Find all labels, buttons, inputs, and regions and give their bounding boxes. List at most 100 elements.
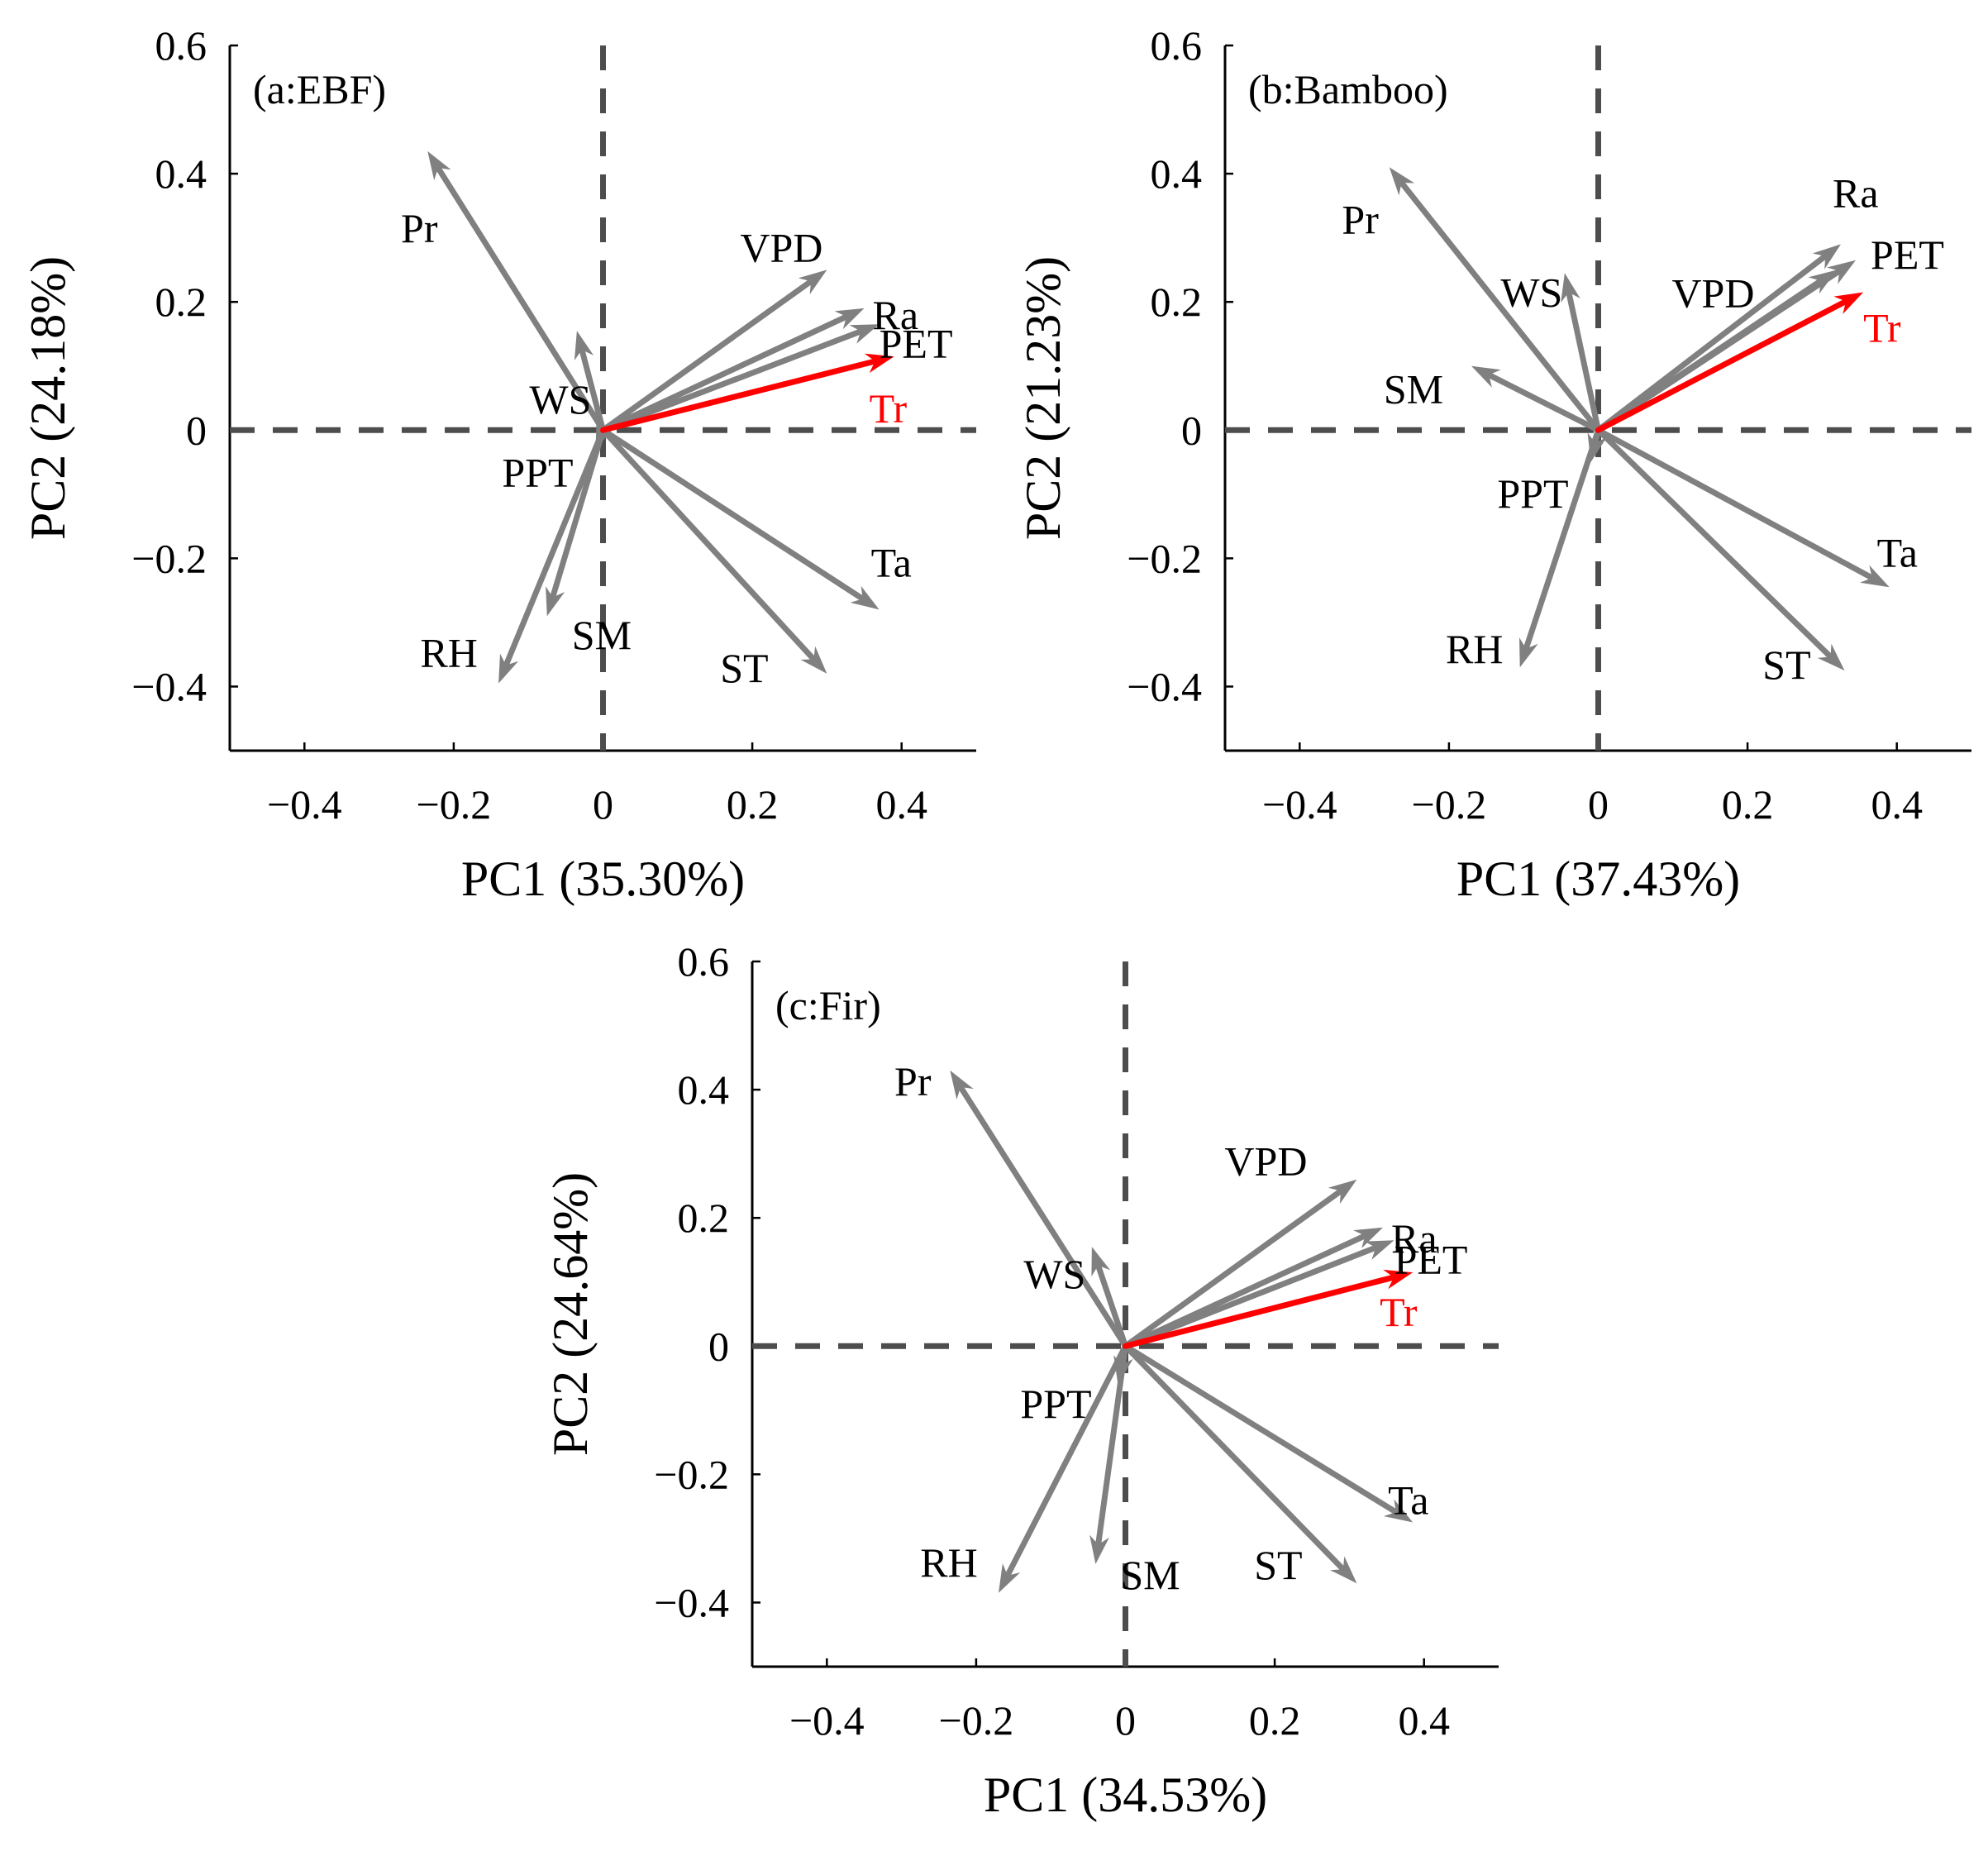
y-tick-label: −0.2 [654, 1451, 729, 1497]
vector-label-ppt: PPT [1497, 470, 1568, 517]
y-axis-label: PC2 (21.23%) [1016, 256, 1070, 540]
vector-shaft-pet [1126, 1248, 1375, 1346]
panel-title: (c:Fir) [775, 982, 881, 1028]
vector-label-vpd: VPD [740, 224, 822, 270]
vector-label-st: ST [720, 645, 768, 691]
vector-label-ppt: PPT [502, 450, 573, 496]
vector-shaft-vpd [603, 283, 810, 431]
x-axis-label: PC1 (37.43%) [1456, 852, 1740, 906]
y-tick-label: 0.2 [155, 279, 207, 325]
vector-label-rh: RH [1446, 626, 1503, 672]
vector-label-vpd: VPD [1671, 270, 1754, 316]
y-axis-label: PC2 (24.64%) [543, 1172, 598, 1456]
vector-label-pr: Pr [1342, 196, 1379, 242]
x-tick-label: 0 [1115, 1697, 1136, 1744]
vector-label-sm: SM [1120, 1552, 1180, 1598]
y-axis-label: PC2 (24.18%) [21, 256, 75, 540]
x-tick-label: −0.4 [267, 781, 342, 828]
x-tick-label: 0 [593, 781, 613, 828]
y-tick-label: 0.2 [1151, 279, 1203, 325]
y-tick-label: 0 [186, 407, 207, 453]
vector-label-sm: SM [572, 612, 632, 658]
vector-shaft-st [1599, 430, 1829, 656]
x-tick-label: −0.2 [1412, 781, 1487, 828]
y-tick-label: 0.2 [678, 1195, 730, 1241]
vector-sm [1471, 366, 1599, 431]
y-tick-label: −0.4 [654, 1579, 729, 1625]
panel-title: (b:Bamboo) [1248, 66, 1448, 112]
x-tick-label: −0.4 [789, 1697, 865, 1744]
x-axis-label: PC1 (34.53%) [984, 1768, 1267, 1822]
vector-ra [603, 308, 865, 430]
vector-label-pr: Pr [401, 205, 438, 251]
vector-label-ws: WS [1500, 269, 1562, 315]
x-tick-label: 0.4 [1398, 1697, 1450, 1744]
vector-pet [1126, 1240, 1394, 1346]
vector-label-ta: Ta [871, 539, 912, 585]
y-tick-label: −0.4 [1127, 663, 1202, 709]
vector-arrowhead-pr [427, 151, 451, 180]
x-tick-label: 0.2 [727, 781, 779, 828]
x-tick-label: 0.4 [1871, 781, 1923, 828]
vector-label-pet: PET [1394, 1236, 1468, 1282]
vector-vpd [603, 270, 827, 430]
vector-label-pr: Pr [894, 1058, 932, 1104]
y-tick-label: 0.6 [678, 938, 730, 985]
vector-pr [950, 1071, 1125, 1346]
vector-label-tr: Tr [870, 385, 908, 432]
vector-label-ta: Ta [1388, 1477, 1428, 1524]
vector-vpd [1126, 1180, 1357, 1347]
vector-shaft-sm [1490, 375, 1598, 430]
vector-pet [603, 324, 880, 430]
vector-shaft-pet [603, 332, 860, 431]
y-tick-label: 0 [708, 1323, 729, 1369]
y-tick-label: 0 [1181, 407, 1202, 453]
vector-label-ws: WS [529, 376, 591, 422]
x-tick-label: −0.4 [1262, 781, 1337, 828]
vector-arrowhead-ta [851, 586, 880, 610]
vector-label-tr: Tr [1380, 1289, 1418, 1335]
vector-shaft-ta [1599, 430, 1871, 577]
vector-shaft-rh [1527, 430, 1599, 646]
y-tick-label: 0.4 [678, 1066, 730, 1113]
vector-label-ppt: PPT [1020, 1381, 1091, 1427]
vector-label-tr: Tr [1863, 305, 1901, 351]
vector-shaft-pr [961, 1089, 1125, 1347]
x-tick-label: −0.2 [939, 1697, 1014, 1744]
vector-ta [1599, 430, 1890, 587]
vector-label-st: ST [1762, 642, 1810, 688]
vector-label-st: ST [1254, 1542, 1302, 1588]
x-tick-label: 0 [1588, 781, 1609, 828]
vector-shaft-tr [1126, 1278, 1392, 1347]
vector-label-rh: RH [920, 1539, 977, 1586]
vector-rh [1519, 430, 1599, 667]
y-tick-label: −0.2 [131, 535, 207, 581]
y-tick-label: 0.6 [155, 22, 207, 69]
x-tick-label: 0.2 [1722, 781, 1774, 828]
vector-shaft-tr [603, 361, 874, 430]
vector-label-ta: Ta [1877, 529, 1918, 575]
y-tick-label: 0.6 [1151, 22, 1203, 69]
y-tick-label: −0.4 [131, 663, 207, 709]
panel-title: (a:EBF) [253, 66, 386, 112]
vector-label-vpd: VPD [1224, 1138, 1307, 1185]
y-tick-label: 0.4 [1151, 150, 1203, 197]
vector-label-pet: PET [1871, 231, 1944, 278]
x-tick-label: 0.2 [1249, 1697, 1301, 1744]
vector-label-pet: PET [880, 320, 953, 366]
vector-shaft-vpd [1126, 1192, 1340, 1346]
vector-arrowhead-pr [950, 1071, 973, 1100]
x-tick-label: −0.2 [417, 781, 492, 828]
vector-label-sm: SM [1384, 366, 1443, 413]
panel-3: −0.4 −0.2 0 0.2 0.4 0.6 −0.4 −0.2 0 0.2 0.4 PC1 (34… [543, 938, 1499, 1822]
vector-st [1599, 430, 1845, 670]
x-axis-label: PC1 (35.30%) [461, 852, 745, 906]
vector-label-rh: RH [420, 630, 477, 676]
vector-label-ws: WS [1023, 1251, 1085, 1297]
vector-label-ra: Ra [1833, 169, 1879, 216]
x-tick-label: 0.4 [875, 781, 927, 828]
